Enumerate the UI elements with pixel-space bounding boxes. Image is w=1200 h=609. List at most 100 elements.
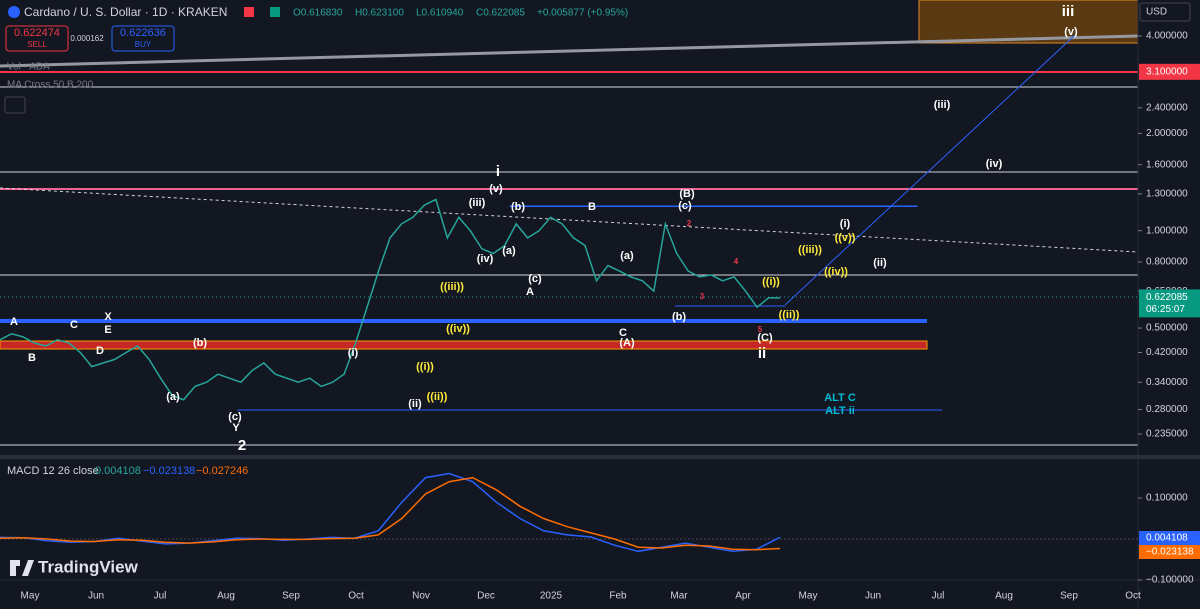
wave-label: i bbox=[496, 163, 500, 180]
wave-label: (iii) bbox=[934, 99, 951, 111]
sell-price: 0.622474 bbox=[14, 27, 60, 39]
x-tick-label: Dec bbox=[477, 591, 495, 602]
wave-label: (a) bbox=[502, 245, 516, 257]
wave-label: (i) bbox=[840, 218, 851, 230]
collapse-button[interactable] bbox=[4, 96, 26, 114]
macd-hist: 0.004108 bbox=[95, 465, 141, 477]
wave-label: (a) bbox=[166, 391, 180, 403]
wave-label: ((i)) bbox=[762, 276, 780, 288]
wave-label: (ii) bbox=[873, 257, 887, 269]
wave-label: (a) bbox=[620, 250, 634, 262]
wave-label: ii bbox=[758, 345, 766, 362]
x-tick-label: Jul bbox=[154, 591, 167, 602]
series-line bbox=[0, 476, 781, 551]
wave-label: (B) bbox=[679, 188, 695, 200]
wave-label: ((i)) bbox=[416, 361, 434, 373]
wave-label: ALT ii bbox=[825, 405, 855, 417]
buy-button[interactable] bbox=[111, 25, 175, 52]
x-tick-label: Jun bbox=[865, 591, 881, 602]
trend-line bbox=[0, 34, 1139, 68]
wave-label: (A) bbox=[619, 337, 635, 349]
wave-label: ALT C bbox=[824, 392, 856, 404]
x-tick-label: Jun bbox=[88, 591, 104, 602]
wave-label: ((v)) bbox=[835, 232, 856, 244]
coin-icon bbox=[8, 6, 20, 18]
range-line bbox=[509, 205, 918, 207]
y-tick-label: 0.500000 bbox=[1146, 323, 1188, 334]
wave-label: C bbox=[619, 327, 627, 339]
projection-line bbox=[784, 34, 1076, 306]
wave-label: (iii) bbox=[469, 197, 486, 209]
x-tick-label: Sep bbox=[1060, 591, 1078, 602]
buy-price: 0.622636 bbox=[120, 27, 166, 39]
y-tick-label: 1.300000 bbox=[1146, 189, 1188, 200]
y-tick-label: 0.235000 bbox=[1146, 429, 1188, 440]
wave-label: A bbox=[526, 286, 534, 298]
x-tick-label: Aug bbox=[217, 591, 235, 602]
wave-label: (c) bbox=[228, 411, 242, 423]
y-tick-label: 0.100000 bbox=[1146, 493, 1188, 504]
series-line bbox=[0, 198, 780, 401]
wave-label: D bbox=[96, 345, 104, 357]
wave-label: 5 bbox=[758, 325, 763, 334]
price-line-label: 3.100000 bbox=[1146, 66, 1188, 77]
sell-button[interactable] bbox=[5, 25, 69, 52]
wave-label: ((iv)) bbox=[446, 323, 470, 335]
currency: USD bbox=[1146, 7, 1167, 18]
x-tick-label: May bbox=[799, 591, 818, 602]
x-tick-label: Aug bbox=[995, 591, 1013, 602]
wave-label: E bbox=[104, 324, 111, 336]
wave-label: (c) bbox=[528, 273, 542, 285]
x-tick-label: Oct bbox=[1125, 591, 1141, 602]
macd-badge bbox=[1139, 545, 1200, 559]
price-line-badge bbox=[1139, 63, 1200, 80]
x-tick-label: Oct bbox=[348, 591, 364, 602]
y-tick-label: 0.800000 bbox=[1146, 257, 1188, 268]
y-tick-label: 2.000000 bbox=[1146, 128, 1188, 139]
volume-indicator[interactable]: Vol · ADA bbox=[7, 62, 50, 73]
y-tick-label: 0.340000 bbox=[1146, 377, 1188, 388]
x-tick-label: Feb bbox=[609, 591, 627, 602]
wave-label: (C) bbox=[757, 332, 773, 344]
ma-indicator[interactable]: MA Cross 50 B 200 bbox=[7, 80, 94, 91]
symbol[interactable]: Cardano / U. S. Dollar · 1D · KRAKEN bbox=[24, 5, 227, 19]
wave-label: B bbox=[28, 352, 36, 364]
ohlc-open: O0.616830 bbox=[293, 8, 343, 19]
red-dot bbox=[244, 7, 254, 17]
brand-logo bbox=[10, 560, 34, 576]
macd-title: MACD 12 26 close bbox=[7, 465, 99, 477]
x-tick-label: Mar bbox=[670, 591, 688, 602]
wave-label: 2 bbox=[238, 437, 246, 454]
wave-label: ((iii)) bbox=[798, 244, 822, 256]
last-price-badge bbox=[1139, 289, 1200, 318]
wave-label: (b) bbox=[511, 201, 525, 213]
spread: 0.000162 bbox=[70, 34, 104, 43]
wave-label: iii bbox=[1062, 3, 1075, 20]
buy-label: BUY bbox=[135, 40, 152, 49]
wave-label: ((iii)) bbox=[440, 281, 464, 293]
x-tick-label: Apr bbox=[735, 591, 751, 602]
x-tick-label: May bbox=[21, 591, 40, 602]
sell-label: SELL bbox=[27, 40, 47, 49]
x-tick-label: Sep bbox=[282, 591, 300, 602]
countdown: 06:25:07 bbox=[1146, 304, 1185, 315]
wave-label: ((iv)) bbox=[824, 266, 848, 278]
wave-label: 4 bbox=[734, 257, 739, 266]
wave-label: Y bbox=[232, 422, 240, 434]
wave-label: C bbox=[70, 319, 78, 331]
ohlc-low: L0.610940 bbox=[416, 8, 464, 19]
wave-label: B bbox=[588, 201, 596, 213]
wave-label: (b) bbox=[193, 337, 207, 349]
y-tick-label: 1.000000 bbox=[1146, 225, 1188, 236]
wave-label: (iv) bbox=[477, 253, 494, 265]
wave-label: (v) bbox=[1064, 26, 1078, 38]
macd-badge-label: −0.023138 bbox=[1146, 547, 1194, 558]
green-icon bbox=[270, 7, 280, 17]
currency-button[interactable] bbox=[1139, 2, 1191, 22]
wave-label: (v) bbox=[489, 183, 503, 195]
x-tick-label: 2025 bbox=[540, 591, 563, 602]
brand: TradingView bbox=[38, 557, 139, 576]
wave-label: A bbox=[10, 316, 18, 328]
macd-badge-label: 0.004108 bbox=[1146, 533, 1188, 544]
